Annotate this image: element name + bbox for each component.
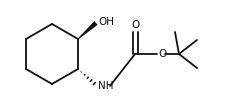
Polygon shape [78, 21, 98, 39]
Text: OH: OH [98, 17, 114, 27]
Text: NH: NH [98, 81, 114, 91]
Text: O: O [158, 49, 166, 59]
Text: O: O [131, 20, 139, 30]
